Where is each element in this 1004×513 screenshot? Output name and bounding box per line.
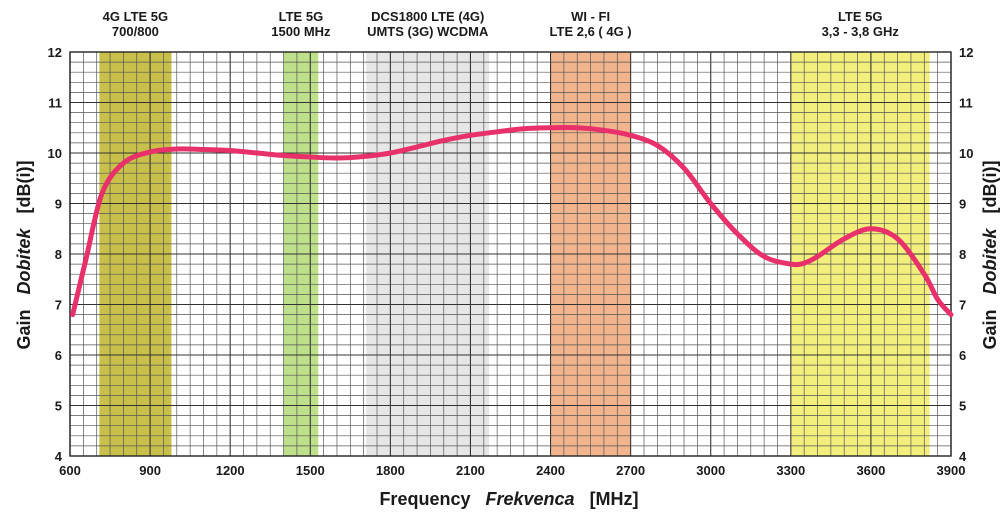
y-tick-label-left: 4	[55, 449, 63, 464]
y-tick-label-right: 6	[959, 348, 966, 363]
y-tick-label-left: 11	[48, 96, 62, 111]
y-tick-label-left: 7	[55, 298, 62, 313]
y-axis-title-left-unit: [dB(i)]	[14, 160, 34, 213]
y-tick-label-left: 12	[48, 45, 62, 60]
y-tick-label-left: 9	[55, 197, 62, 212]
band-label-2-line-1: UMTS (3G) WCDMA	[367, 24, 489, 39]
y-tick-label-right: 11	[959, 96, 973, 111]
y-axis-title-right: Gain Dobitek [dB(i)]	[980, 160, 1000, 349]
x-axis-ticks: 600 900 1200 1500 1800 2100 2400 2700 3000 3300 36…	[59, 463, 965, 478]
x-axis-title-sl: Frekvenca	[485, 489, 574, 509]
y-tick-label-right: 12	[959, 45, 973, 60]
chart-grid	[69, 51, 952, 457]
y-axis-title-left-sl: Dobitek	[14, 227, 34, 294]
y-tick-label-right: 9	[959, 197, 966, 212]
y-axis-title-left-en: Gain	[14, 310, 34, 350]
gain-curve-0	[70, 125, 954, 318]
band-label-1-line-0: LTE 5G	[279, 9, 324, 24]
x-tick-label: 3600	[856, 463, 885, 478]
x-axis-title-en: Frequency	[379, 489, 470, 509]
x-tick-label: 3900	[937, 463, 966, 478]
y-axis-title-right-sl: Dobitek	[980, 227, 1000, 294]
band-label-4-line-1: 3,3 - 3,8 GHz	[822, 24, 900, 39]
y-axis-title-right-unit: [dB(i)]	[980, 160, 1000, 213]
y-axis-ticks: 4 4 5 5 6 6 7 7 8 8 9 9 10 10 11 11 12 12	[48, 45, 974, 464]
y-tick-label-left: 10	[48, 146, 62, 161]
x-axis-title-unit: [MHz]	[590, 489, 639, 509]
x-tick-label: 1200	[216, 463, 245, 478]
band-label-0-line-0: 4G LTE 5G	[103, 9, 169, 24]
x-tick-label: 1500	[296, 463, 325, 478]
band-label-3-line-0: WI - FI	[571, 9, 610, 24]
band-label-1-line-1: 1500 MHz	[271, 24, 331, 39]
band-label-2-line-0: DCS1800 LTE (4G)	[371, 9, 484, 24]
y-tick-label-right: 7	[959, 298, 966, 313]
x-tick-label: 2100	[456, 463, 485, 478]
y-tick-label-right: 10	[959, 146, 973, 161]
y-tick-label-left: 8	[55, 247, 62, 262]
x-tick-label: 1800	[376, 463, 405, 478]
band-label-3-line-1: LTE 2,6 ( 4G )	[550, 24, 632, 39]
y-axis-title-left: Gain Dobitek [dB(i)]	[14, 160, 34, 349]
x-tick-label: 600	[59, 463, 81, 478]
y-tick-label-left: 6	[55, 348, 62, 363]
y-tick-label-right: 8	[959, 247, 966, 262]
y-axis-title-right-en: Gain	[980, 310, 1000, 350]
x-tick-label: 900	[139, 463, 161, 478]
x-axis-title: Frequency Frekvenca [MHz]	[379, 489, 638, 509]
y-tick-label-left: 5	[55, 399, 62, 414]
y-tick-label-right: 4	[959, 449, 967, 464]
x-tick-label: 2400	[536, 463, 565, 478]
band-label-0-line-1: 700/800	[112, 24, 159, 39]
band-label-4-line-0: LTE 5G	[838, 9, 883, 24]
x-tick-label: 3000	[696, 463, 725, 478]
plot-frame	[69, 51, 952, 457]
x-tick-label: 3300	[776, 463, 805, 478]
y-tick-label-right: 5	[959, 399, 966, 414]
x-tick-label: 2700	[616, 463, 645, 478]
series-layer	[70, 125, 954, 318]
